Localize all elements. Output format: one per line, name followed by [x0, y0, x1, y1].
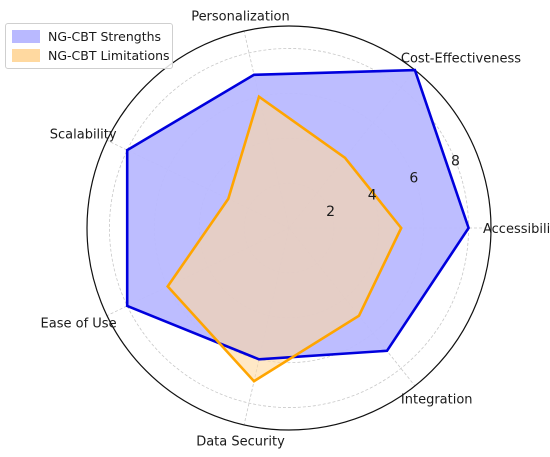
legend-swatch-strengths	[12, 30, 40, 43]
legend-label-limitations: NG-CBT Limitations	[48, 48, 170, 63]
series-line-0	[125, 68, 471, 361]
series-line-1	[166, 94, 403, 383]
tick-label-8: 8	[451, 154, 460, 170]
series-layer	[125, 68, 471, 383]
axis-label-integration: Integration	[401, 392, 473, 407]
tick-label-2: 2	[326, 204, 335, 220]
legend-item-limitations: NG-CBT Limitations	[12, 46, 170, 65]
axis-label-scalability: Scalability	[50, 127, 117, 142]
legend-swatch-limitations	[12, 49, 40, 62]
tick-label-4: 4	[368, 187, 377, 203]
outer-frame	[86, 25, 492, 431]
axis-label-accessibility: Accessibility	[483, 222, 550, 237]
axis-label-ease-of-use: Ease of Use	[41, 317, 117, 332]
axis-label-personalization: Personalization	[191, 9, 290, 24]
axis-labels: Accessibility Cost-Effectiveness Personali…	[41, 9, 550, 449]
axis-label-data-security: Data Security	[196, 435, 285, 450]
axis-label-cost-effectiveness: Cost-Effectiveness	[401, 52, 521, 67]
radial-ticks: 2 4 6 8	[326, 154, 460, 220]
series-area-1	[167, 96, 402, 382]
legend-item-strengths: NG-CBT Strengths	[12, 27, 166, 46]
legend-label-strengths: NG-CBT Strengths	[48, 29, 162, 44]
legend: NG-CBT Strengths NG-CBT Limitations	[5, 23, 173, 69]
tick-label-6: 6	[409, 171, 418, 187]
